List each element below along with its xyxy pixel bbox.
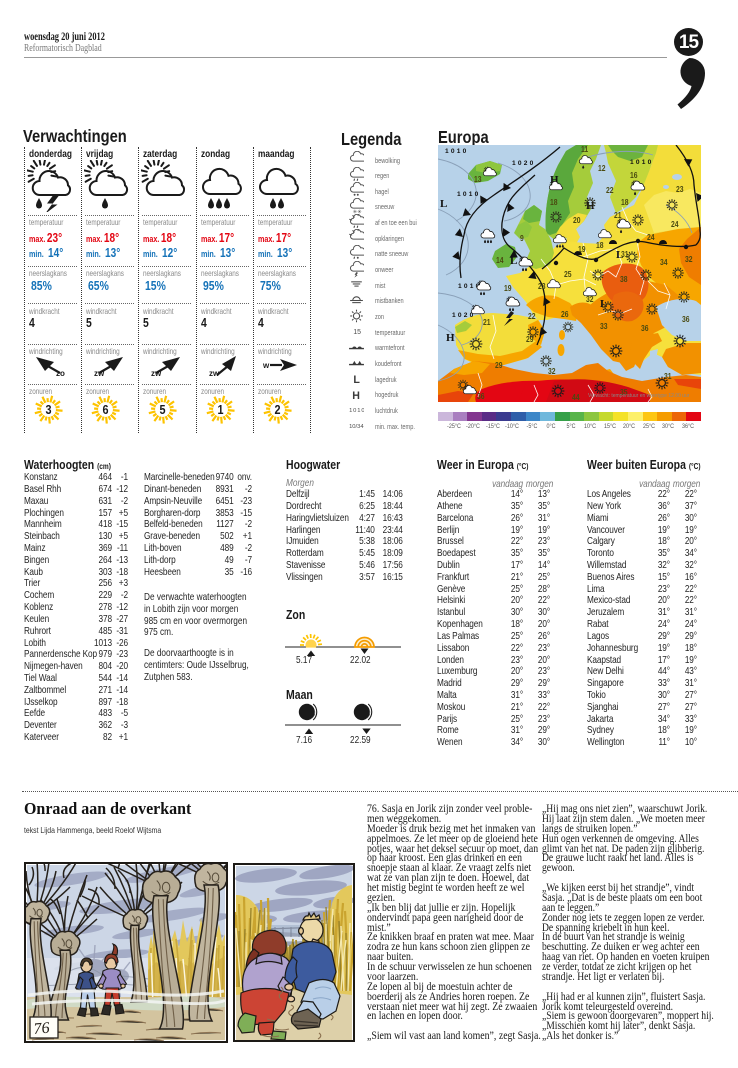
svg-text:1010: 1010	[349, 409, 364, 415]
svg-text:H: H	[550, 174, 559, 186]
svg-text:24: 24	[647, 232, 655, 242]
svg-text:23: 23	[676, 184, 684, 194]
svg-text:13: 13	[474, 174, 482, 184]
svg-text:31: 31	[664, 371, 672, 381]
svg-text:25: 25	[564, 269, 572, 279]
svg-text:14: 14	[496, 255, 504, 265]
svg-text:18: 18	[596, 240, 604, 250]
svg-text:26: 26	[561, 309, 569, 319]
svg-text:23: 23	[538, 281, 546, 291]
svg-text:1020: 1020	[512, 160, 535, 167]
svg-text:29: 29	[495, 360, 503, 370]
svg-text:5: 5	[160, 402, 166, 417]
svg-text:11: 11	[581, 145, 588, 154]
svg-text:16: 16	[630, 170, 638, 180]
svg-text:L: L	[353, 374, 360, 386]
svg-text:Verwacht: temperatuur en weert: Verwacht: temperatuur en weertype 12.00 …	[588, 393, 690, 399]
svg-text:10/34: 10/34	[349, 424, 364, 430]
svg-text:3: 3	[45, 402, 51, 417]
svg-text:12: 12	[598, 163, 606, 173]
svg-text:22: 22	[606, 185, 614, 195]
svg-text:21: 21	[483, 317, 491, 327]
svg-text:1: 1	[217, 402, 223, 417]
svg-text:24: 24	[671, 219, 679, 229]
svg-text:36: 36	[477, 391, 485, 401]
svg-text:18: 18	[550, 197, 558, 207]
svg-text:32: 32	[586, 294, 594, 304]
svg-text:2: 2	[274, 402, 280, 417]
svg-text:32: 32	[685, 254, 693, 264]
svg-text:31: 31	[621, 249, 629, 259]
svg-text:w: w	[263, 361, 270, 370]
svg-text:✳✳: ✳✳	[353, 209, 362, 215]
svg-text:H: H	[446, 332, 455, 344]
svg-text:15: 15	[353, 329, 361, 336]
svg-text:1010: 1010	[458, 283, 481, 290]
svg-text:zo: zo	[56, 369, 65, 378]
svg-text:20: 20	[573, 215, 581, 225]
svg-text:19: 19	[578, 244, 586, 254]
svg-text:L: L	[440, 198, 447, 210]
svg-text:L: L	[616, 249, 623, 261]
svg-text:21: 21	[614, 210, 622, 220]
svg-text:33: 33	[600, 321, 608, 331]
svg-text:76: 76	[33, 1020, 50, 1038]
svg-text:36: 36	[682, 314, 690, 324]
svg-text:1020: 1020	[452, 312, 475, 319]
svg-text:44: 44	[572, 392, 580, 402]
svg-text:32: 32	[548, 366, 556, 376]
svg-text:zw: zw	[151, 369, 162, 378]
svg-text:22: 22	[528, 311, 536, 321]
svg-text:18: 18	[621, 197, 629, 207]
svg-text:zw: zw	[94, 369, 105, 378]
svg-text:38: 38	[620, 274, 628, 284]
svg-text:H: H	[352, 390, 360, 402]
svg-text:6: 6	[103, 402, 109, 417]
svg-text:34: 34	[660, 257, 668, 267]
svg-text:29: 29	[526, 334, 534, 344]
svg-text:1010: 1010	[457, 191, 480, 198]
svg-text:1010: 1010	[630, 159, 653, 166]
svg-text:36: 36	[641, 323, 649, 333]
svg-text:19: 19	[504, 283, 512, 293]
svg-text:35: 35	[620, 387, 628, 397]
svg-text:9: 9	[520, 233, 524, 243]
svg-text:1010: 1010	[445, 148, 468, 155]
svg-text:zw: zw	[209, 369, 220, 378]
svg-text:L: L	[510, 255, 517, 267]
